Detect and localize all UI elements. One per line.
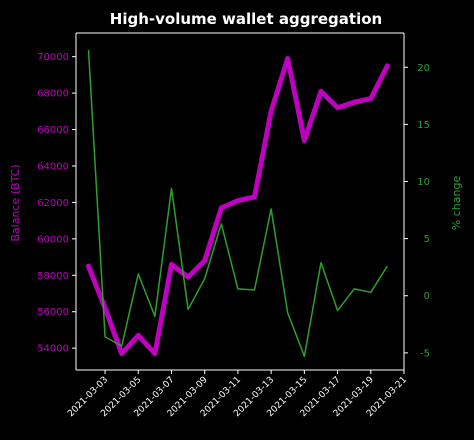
balance-line bbox=[86, 56, 390, 357]
y-left-tick-label: 54000 bbox=[37, 344, 69, 355]
y-left-tick-label: 70000 bbox=[37, 52, 69, 63]
y-right-tick-label: 10 bbox=[417, 177, 430, 188]
y-left-tick-label: 68000 bbox=[37, 89, 69, 100]
y-left-tick-label: 64000 bbox=[37, 161, 69, 172]
y-right-tick-label: 5 bbox=[424, 234, 430, 245]
y-left-tick-label: 66000 bbox=[37, 125, 69, 136]
y-axis-right-label: % change bbox=[450, 176, 463, 231]
y-left-tick-label: 60000 bbox=[37, 234, 69, 245]
y-right-tick-label: 20 bbox=[417, 63, 430, 74]
pct-change-line bbox=[87, 50, 389, 358]
chart-title: High-volume wallet aggregation bbox=[110, 10, 382, 28]
y-left-tick-label: 62000 bbox=[37, 198, 69, 209]
y-left-tick-label: 58000 bbox=[37, 271, 69, 282]
y-axis-left-label: Balance (BTC) bbox=[9, 164, 22, 241]
y-right-tick-label: 0 bbox=[424, 291, 430, 302]
y-right-tick-label: -5 bbox=[420, 348, 430, 359]
y-right-tick-label: 15 bbox=[417, 120, 430, 131]
y-left-tick-label: 56000 bbox=[37, 307, 69, 318]
